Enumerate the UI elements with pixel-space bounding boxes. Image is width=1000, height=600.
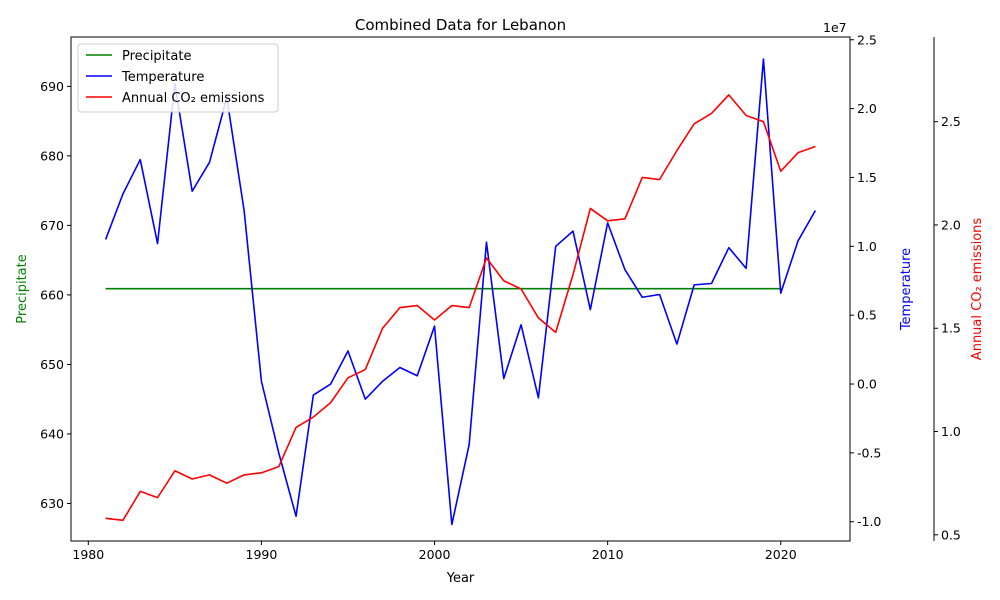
far-right-tick-label-1: 1.0 bbox=[941, 424, 961, 439]
right-tick-label-1: 1.0 bbox=[857, 239, 877, 254]
right-tick-label-2.5: 2.5 bbox=[857, 32, 877, 47]
far-right-tick-label-1.5: 1.5 bbox=[941, 321, 961, 336]
far-right-axis-title: Annual CO₂ emissions bbox=[970, 218, 985, 361]
right-axis-title: Temperature bbox=[899, 248, 914, 331]
axes-layer: 1980 1990 2000 2010 2020 630 640 650 660 670 680 69… bbox=[40, 32, 961, 562]
far-right-tick-label-0.5: 0.5 bbox=[941, 527, 961, 542]
series-line-co2 bbox=[105, 94, 816, 522]
left-tick-label-630: 630 bbox=[40, 496, 64, 511]
right-tick-label-0.5: 0.5 bbox=[857, 308, 877, 323]
chart-title: Combined Data for Lebanon bbox=[355, 16, 566, 34]
left-tick-label-680: 680 bbox=[40, 148, 64, 163]
right-axis-offset-label: 1e7 bbox=[823, 20, 847, 35]
x-axis-title: Year bbox=[446, 571, 475, 586]
right-tick-label-1.5: 1.5 bbox=[857, 170, 877, 185]
plot-frame bbox=[70, 36, 851, 542]
legend: Precipitate Temperature Annual CO₂ emiss… bbox=[77, 43, 279, 113]
right-tick-label--0.5: -0.5 bbox=[857, 445, 881, 460]
right-tick-label-0: 0.0 bbox=[857, 377, 877, 392]
left-tick-label-650: 650 bbox=[40, 357, 64, 372]
far-right-tick-label-2.5: 2.5 bbox=[941, 114, 961, 129]
far-right-tick-label-2: 2.0 bbox=[941, 217, 961, 232]
legend-label-temperature: Temperature bbox=[121, 70, 204, 85]
legend-label-co2: Annual CO₂ emissions bbox=[122, 91, 265, 106]
x-tick-label-2000: 2000 bbox=[419, 547, 451, 562]
left-tick-label-640: 640 bbox=[40, 426, 64, 441]
left-tick-label-660: 660 bbox=[40, 287, 64, 302]
x-tick-label-2010: 2010 bbox=[592, 547, 624, 562]
left-axis-title: Precipitate bbox=[15, 254, 30, 323]
left-tick-label-670: 670 bbox=[40, 218, 64, 233]
right-tick-label--1: -1.0 bbox=[857, 514, 881, 529]
x-tick-label-2020: 2020 bbox=[765, 547, 797, 562]
legend-box bbox=[77, 43, 279, 113]
x-tick-label-1980: 1980 bbox=[72, 547, 104, 562]
right-tick-label-2: 2.0 bbox=[857, 101, 877, 116]
x-tick-label-1990: 1990 bbox=[246, 547, 278, 562]
left-tick-label-690: 690 bbox=[40, 79, 64, 94]
legend-label-precipitate: Precipitate bbox=[122, 49, 191, 64]
